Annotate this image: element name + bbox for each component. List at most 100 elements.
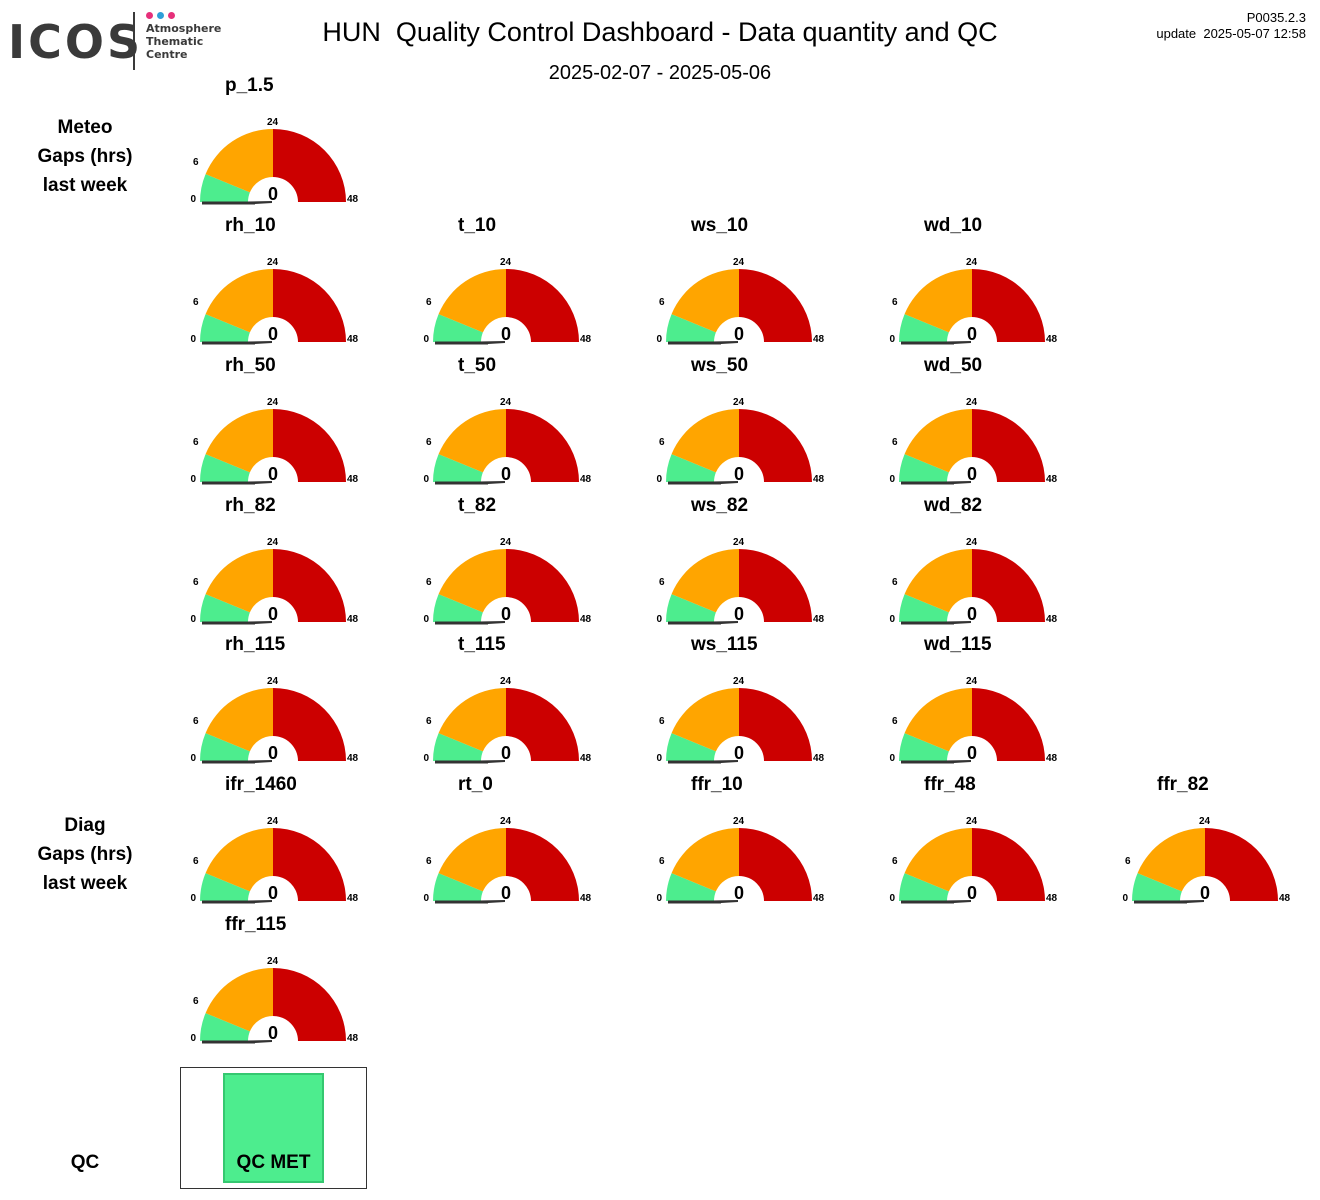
gauge-tick-label: 48 bbox=[347, 614, 359, 625]
qc-status-label: QC MET bbox=[236, 1152, 311, 1173]
gauge-chart: 0 6 24 48 0 bbox=[656, 676, 824, 764]
gauge-tick-label: 6 bbox=[193, 437, 199, 448]
gauge-tick-label: 0 bbox=[656, 614, 662, 625]
gauge-tick-label: 0 bbox=[190, 614, 196, 625]
gauge-rt-0: 0 6 24 48 0 rt_0 bbox=[416, 774, 592, 906]
gauge-value: 0 bbox=[268, 464, 278, 484]
gauge-band-green bbox=[200, 314, 250, 342]
gauge-chart: 0 6 24 48 0 bbox=[423, 257, 591, 345]
gauge-chart: 0 6 24 48 0 bbox=[190, 816, 358, 904]
gauge-tick-label: 0 bbox=[190, 753, 196, 764]
gauge-wd-115: 0 6 24 48 0 wd_115 bbox=[882, 634, 1057, 766]
gauge-title: ws_115 bbox=[691, 634, 758, 655]
gauge-band-orange bbox=[205, 129, 273, 193]
logo-wordmark: ICOS bbox=[8, 15, 144, 69]
gauge-title: rh_50 bbox=[225, 355, 276, 376]
gauge-tick-label: 48 bbox=[580, 893, 592, 904]
gauge-title: ifr_1460 bbox=[225, 774, 297, 795]
gauge-band-red bbox=[506, 688, 579, 761]
update-timestamp: update 2025-05-07 12:58 bbox=[1156, 26, 1306, 41]
gauge-tick-label: 0 bbox=[190, 474, 196, 485]
gauge-tick-label: 0 bbox=[423, 614, 429, 625]
gauge-tick-label: 24 bbox=[500, 397, 512, 408]
gauge-tick-label: 48 bbox=[813, 614, 825, 625]
logo-subtitle: Atmosphere Thematic Centre bbox=[146, 22, 222, 61]
gauge-band-red bbox=[273, 269, 346, 342]
gauge-chart: 0 6 24 48 0 bbox=[889, 397, 1058, 485]
gauge-ffr-115: 0 6 24 48 0 ffr_115 bbox=[183, 914, 359, 1046]
gauge-tick-label: 6 bbox=[1125, 856, 1131, 867]
gauge-tick-label: 6 bbox=[193, 297, 199, 308]
gauge-tick-label: 48 bbox=[347, 1033, 359, 1044]
gauge-chart: 0 6 24 48 0 bbox=[656, 397, 824, 485]
gauge-tick-label: 6 bbox=[659, 577, 665, 588]
gauge-title: ffr_10 bbox=[691, 774, 743, 795]
version-number: P0035.2.3 bbox=[1246, 10, 1306, 25]
gauge-chart: 0 6 24 48 0 bbox=[656, 816, 824, 904]
gauge-band-red bbox=[972, 688, 1045, 761]
gauge-title: wd_50 bbox=[924, 355, 983, 376]
gauge-tick-label: 48 bbox=[347, 753, 359, 764]
gauge-band-green bbox=[200, 454, 250, 482]
gauge-band-red bbox=[972, 549, 1045, 622]
logo-dots-icon bbox=[146, 12, 176, 20]
gauge-tick-label: 6 bbox=[426, 856, 432, 867]
gauge-band-orange bbox=[205, 968, 273, 1032]
gauge-chart: 0 6 24 48 0 bbox=[889, 676, 1057, 764]
gauge-value: 0 bbox=[501, 604, 511, 624]
gauge-value: 0 bbox=[734, 604, 744, 624]
gauge-tick-label: 48 bbox=[1046, 474, 1058, 485]
gauge-chart: 0 6 24 48 0 bbox=[423, 676, 591, 764]
gauge-band-red bbox=[506, 269, 579, 342]
gauge-title: rh_10 bbox=[225, 215, 276, 236]
gauge-value: 0 bbox=[967, 883, 977, 903]
gauge-tick-label: 48 bbox=[580, 614, 592, 625]
gauge-tick-label: 24 bbox=[500, 257, 512, 268]
date-range: 2025-02-07 - 2025-05-06 bbox=[548, 62, 772, 84]
gauge-band-green bbox=[433, 454, 483, 482]
gauge-band-orange bbox=[438, 269, 506, 333]
gauge-tick-label: 0 bbox=[190, 1033, 196, 1044]
gauge-band-orange bbox=[438, 688, 506, 752]
gauge-band-green bbox=[666, 454, 716, 482]
qc-status-indicator: QC MET bbox=[223, 1073, 324, 1183]
gauge-band-orange bbox=[438, 549, 506, 613]
gauge-t-82: 0 6 24 48 0 t_82 bbox=[416, 495, 592, 627]
gauge-tick-label: 0 bbox=[423, 753, 429, 764]
gauge-band-red bbox=[739, 409, 812, 482]
gauge-title: ws_10 bbox=[691, 215, 749, 236]
gauge-tick-label: 24 bbox=[966, 816, 978, 827]
gauge-tick-label: 6 bbox=[193, 157, 199, 168]
gauge-band-green bbox=[200, 174, 250, 202]
gauge-t-50: 0 6 24 48 0 t_50 bbox=[416, 355, 591, 487]
gauge-tick-label: 6 bbox=[659, 856, 665, 867]
gauge-band-green bbox=[899, 594, 949, 622]
gauge-value: 0 bbox=[1200, 883, 1210, 903]
gauge-tick-label: 24 bbox=[500, 537, 512, 548]
gauge-band-green bbox=[200, 733, 250, 761]
gauge-chart: 0 6 24 48 0 bbox=[190, 117, 358, 205]
gauge-band-red bbox=[273, 549, 346, 622]
gauge-tick-label: 24 bbox=[966, 676, 978, 687]
gauge-band-orange bbox=[671, 688, 739, 752]
gauge-band-green bbox=[899, 873, 949, 901]
gauge-value: 0 bbox=[734, 883, 744, 903]
gauge-chart: 0 6 24 48 0 bbox=[190, 537, 359, 625]
gauge-tick-label: 24 bbox=[966, 537, 978, 548]
gauge-p-1-5: 0 6 24 48 0 p_1.5 bbox=[183, 75, 358, 207]
gauge-band-red bbox=[273, 409, 346, 482]
gauge-tick-label: 6 bbox=[892, 856, 898, 867]
gauge-tick-label: 6 bbox=[659, 297, 665, 308]
gauge-tick-label: 24 bbox=[733, 257, 745, 268]
gauge-band-orange bbox=[671, 828, 739, 892]
gauge-rh-82: 0 6 24 48 0 rh_82 bbox=[183, 495, 359, 627]
gauge-tick-label: 48 bbox=[1279, 893, 1291, 904]
gauge-value: 0 bbox=[501, 743, 511, 763]
gauge-tick-label: 24 bbox=[733, 397, 745, 408]
gauge-value: 0 bbox=[967, 324, 977, 344]
gauge-rh-10: 0 6 24 48 0 rh_10 bbox=[183, 215, 358, 347]
version-info: P0035.2.3 update 2025-05-07 12:58 bbox=[1156, 10, 1306, 42]
gauge-tick-label: 6 bbox=[659, 437, 665, 448]
gauge-tick-label: 24 bbox=[267, 956, 279, 967]
gauge-value: 0 bbox=[268, 184, 278, 204]
